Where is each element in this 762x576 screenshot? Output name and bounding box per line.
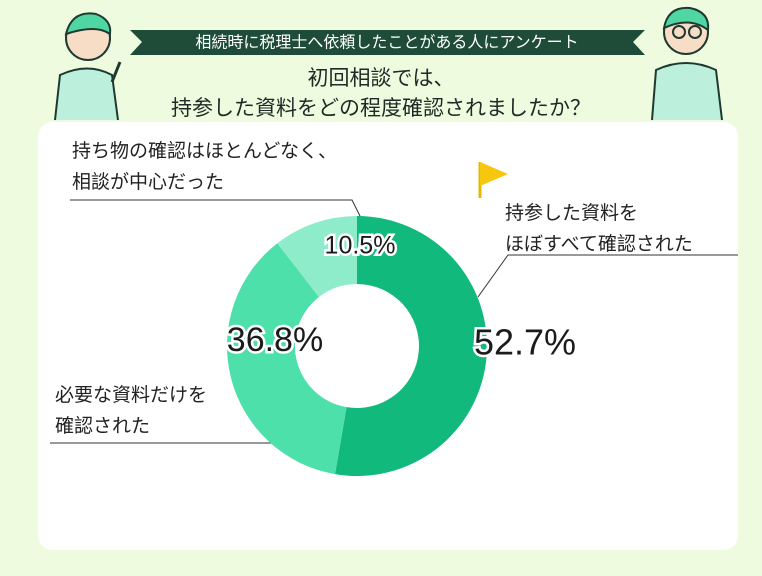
character-left [54,12,122,121]
value-label: 36.8% [227,321,323,359]
category-label: 必要な資料だけを 確認された [55,384,208,437]
banner [130,30,645,55]
donut-segment [227,243,347,475]
title-line: 初回相談では、 [307,66,455,90]
character-right [651,6,723,121]
category-label: 持ち物の確認はほとんどなく、 相談が中心だった [72,140,338,193]
donut-segment [277,216,357,298]
leader-line [477,254,738,298]
category-label: 持参した資料を ほぼすべて確認された [505,202,693,255]
banner-text: 相続時に税理士へ依頼したことがある人にアンケート [195,33,578,52]
value-label: 52.7% [474,322,576,363]
donut-segment [335,216,488,477]
title-line: 持参した資料をどの程度確認されましたか？ [171,96,591,120]
flag [478,162,508,198]
value-label: 10.5% [325,232,396,260]
